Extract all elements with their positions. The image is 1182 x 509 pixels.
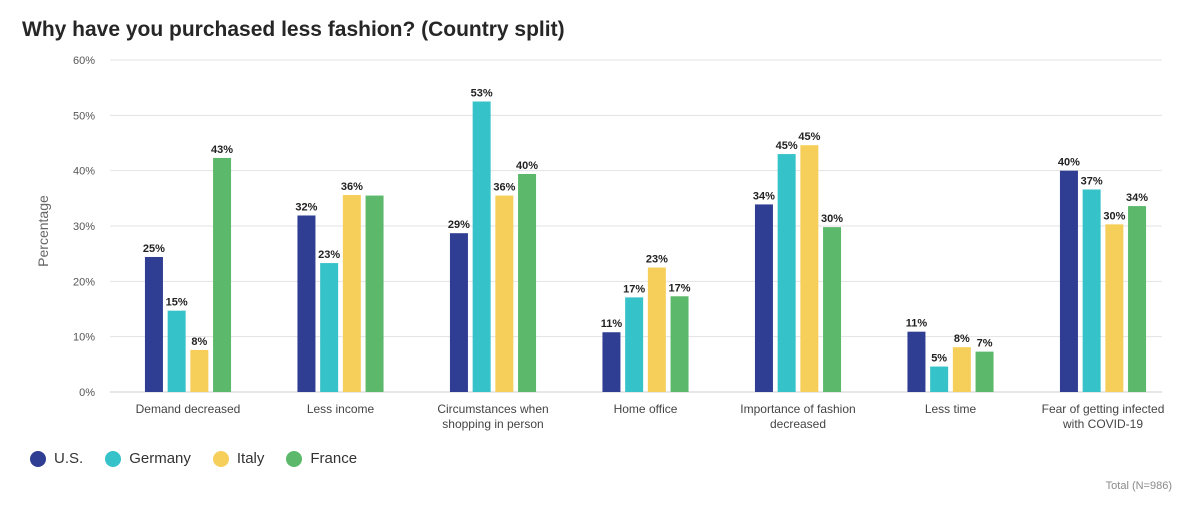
data-label: 34% <box>1126 192 1148 204</box>
bar-italy <box>952 347 971 392</box>
bar-france <box>518 173 537 392</box>
data-label: 40% <box>1058 157 1080 169</box>
bar-france <box>670 296 689 392</box>
data-label: 36% <box>341 181 363 193</box>
legend-swatch-france <box>286 450 303 467</box>
footnote: Total (N=986) <box>1105 480 1172 492</box>
x-tick-label: Importance of fashion <box>740 402 855 416</box>
legend: U.S. Germany Italy France <box>30 450 379 467</box>
data-label: 8% <box>954 333 970 345</box>
bar-us <box>907 331 926 392</box>
x-tick-label: Fear of getting infected <box>1042 402 1165 416</box>
data-label: 23% <box>646 254 668 266</box>
bar-germany <box>472 101 491 392</box>
data-label: 30% <box>1103 210 1125 222</box>
x-tick-label: with COVID-19 <box>1062 417 1143 431</box>
data-label: 11% <box>906 318 928 330</box>
bar-germany <box>930 366 949 392</box>
data-label: 30% <box>821 213 843 225</box>
bar-us <box>297 215 316 392</box>
bar-italy <box>495 195 514 392</box>
bar-us <box>754 204 773 392</box>
bar-france <box>1128 206 1147 392</box>
x-tick-label: Less income <box>307 402 375 416</box>
data-label: 25% <box>143 243 165 255</box>
bar-italy <box>647 267 666 392</box>
bar-germany <box>1082 189 1101 392</box>
y-tick-label: 0% <box>79 387 95 399</box>
bar-italy <box>800 145 819 392</box>
data-label: 32% <box>295 201 317 213</box>
bar-us <box>1059 170 1078 392</box>
data-label: 34% <box>753 190 775 202</box>
bar-france <box>213 157 232 392</box>
data-label: 7% <box>977 338 993 350</box>
y-tick-label: 10% <box>73 332 95 344</box>
data-label: 29% <box>448 219 470 231</box>
data-label: 45% <box>798 131 820 143</box>
data-label: 8% <box>191 336 207 348</box>
y-tick-label: 30% <box>73 221 95 233</box>
data-label: 15% <box>166 297 188 309</box>
legend-swatch-germany <box>105 450 122 467</box>
legend-swatch-us <box>30 450 46 467</box>
y-axis-title: Percentage <box>35 195 51 267</box>
data-label: 53% <box>471 88 493 100</box>
legend-item-italy[interactable]: Italy <box>212 450 265 467</box>
bar-italy <box>1105 224 1124 392</box>
x-tick-label: Demand decreased <box>136 402 241 416</box>
x-tick-label: Circumstances when <box>437 402 548 416</box>
bar-italy <box>342 195 361 392</box>
data-label: 11% <box>601 318 623 330</box>
data-label: 17% <box>623 283 645 295</box>
x-tick-label: Home office <box>614 402 678 416</box>
bar-us <box>449 233 468 392</box>
data-label: 36% <box>493 182 515 194</box>
bar-france <box>975 351 994 392</box>
legend-label-germany: Germany <box>129 450 191 467</box>
data-label: 40% <box>516 160 538 172</box>
bar-us <box>144 256 163 392</box>
bar-germany <box>320 263 339 392</box>
data-label: 17% <box>669 282 691 294</box>
chart-title: Why have you purchased less fashion? (Co… <box>22 18 565 41</box>
bar-france <box>365 195 384 392</box>
legend-swatch-italy <box>212 450 229 467</box>
legend-label-italy: Italy <box>236 450 265 467</box>
legend-item-germany[interactable]: Germany <box>105 450 191 467</box>
x-tick-label: shopping in person <box>442 417 543 431</box>
legend-label-france: France <box>310 450 358 467</box>
bar-us <box>602 332 621 392</box>
data-label: 43% <box>211 144 233 156</box>
y-tick-label: 20% <box>73 276 95 288</box>
bar-germany <box>625 297 644 392</box>
bar-italy <box>190 349 209 392</box>
bar-germany <box>167 310 186 392</box>
data-label: 5% <box>931 353 947 365</box>
data-label: 45% <box>776 140 798 152</box>
y-tick-label: 60% <box>73 55 95 67</box>
x-tick-label: decreased <box>770 417 826 431</box>
y-tick-label: 40% <box>73 166 95 178</box>
x-tick-label: Less time <box>925 402 977 416</box>
bar-germany <box>777 154 796 392</box>
legend-item-us[interactable]: U.S. <box>30 450 83 467</box>
y-tick-label: 50% <box>73 110 95 122</box>
legend-label-us: U.S. <box>54 450 84 467</box>
data-label: 37% <box>1081 175 1103 187</box>
legend-item-france[interactable]: France <box>286 450 357 467</box>
data-label: 23% <box>318 249 340 261</box>
bar-france <box>823 227 842 392</box>
